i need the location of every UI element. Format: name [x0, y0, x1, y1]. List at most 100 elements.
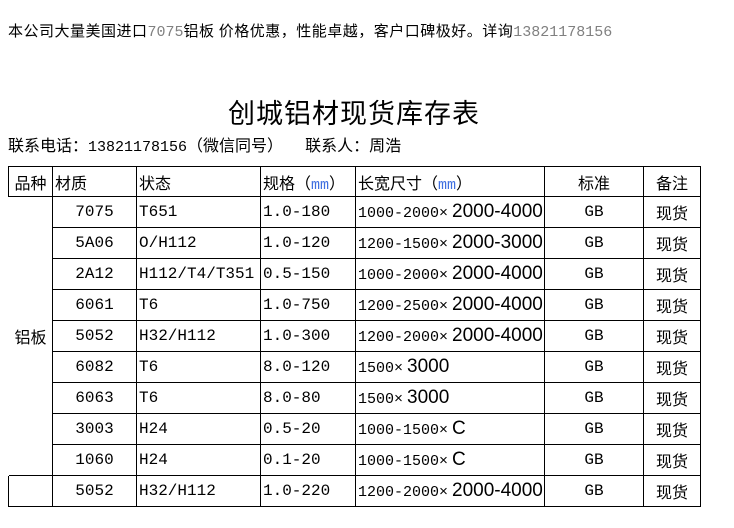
cell-standard: GB — [544, 413, 644, 445]
cell-standard: GB — [544, 382, 644, 414]
ad-phone-number: 13821178156 — [513, 24, 613, 41]
cell-spec: 0.1-20 — [260, 444, 356, 476]
cell-size-range: 1000-1500× — [358, 422, 449, 439]
header-row: 品种 材质 状态 规格（mm） 长宽尺寸（mm） 标准 备注 — [8, 166, 701, 197]
header-size-close: ） — [456, 175, 473, 193]
cell-size-length: 2000-4000 — [452, 325, 543, 346]
cell-temper: T6 — [136, 382, 261, 414]
header-size-unit: mm — [438, 176, 457, 194]
table-row: 6061 T6 1.0-750 1200-2500× 2000-4000 GB 现… — [9, 289, 701, 321]
cell-size-range: 1000-2000× — [358, 205, 449, 222]
category-cell-empty — [8, 475, 53, 507]
cell-material: 5A06 — [52, 227, 137, 259]
contact-phone-label: 联系电话： — [8, 138, 89, 155]
cell-spec: 1.0-300 — [260, 320, 356, 352]
cell-size: 1500× 3000 — [355, 351, 545, 383]
category-cell: 铝板 — [8, 196, 53, 476]
cell-standard: GB — [544, 320, 644, 352]
cell-material: 5052 — [52, 320, 137, 352]
cell-size-length: 3000 — [407, 356, 450, 377]
cell-material: 7075 — [52, 196, 137, 228]
cell-material: 5052 — [52, 475, 137, 507]
header-temper: 状态 — [136, 166, 261, 197]
contact-name: 周浩 — [369, 138, 402, 155]
cell-material: 6061 — [52, 289, 137, 321]
cell-temper: H24 — [136, 413, 261, 445]
cell-standard: GB — [544, 227, 644, 259]
cell-size: 1200-2000× 2000-4000 — [355, 320, 545, 352]
cell-size-length: 2000-4000 — [452, 201, 543, 222]
cell-remark: 现货 — [643, 382, 701, 414]
table-row: 5A06 O/H112 1.0-120 1200-1500× 2000-3000 … — [9, 227, 701, 259]
header-standard: 标准 — [544, 166, 644, 197]
ad-text-1: 本公司大量美国进口 — [8, 24, 148, 40]
cell-remark: 现货 — [643, 258, 701, 290]
cell-spec: 0.5-150 — [260, 258, 356, 290]
contact-wechat-note: （微信同号） — [187, 138, 284, 155]
table-row: 5052 H32/H112 1.0-220 1200-2000× 2000-400… — [8, 475, 701, 507]
cell-material: 6063 — [52, 382, 137, 414]
cell-spec: 1.0-120 — [260, 227, 356, 259]
contact-phone-number: 13821178156 — [88, 139, 188, 156]
header-size-label: 长宽尺寸（ — [358, 175, 439, 193]
cell-material: 6082 — [52, 351, 137, 383]
cell-size: 1200-2500× 2000-4000 — [355, 289, 545, 321]
cell-spec: 8.0-120 — [260, 351, 356, 383]
table-row: 5052 H32/H112 1.0-300 1200-2000× 2000-400… — [9, 320, 701, 352]
cell-size: 1000-2000× 2000-4000 — [355, 196, 545, 228]
page-title: 创城铝材现货库存表 — [228, 99, 480, 129]
cell-size: 1200-2000× 2000-4000 — [355, 475, 545, 507]
header-spec-label: 规格（ — [263, 175, 312, 193]
table-row: 3003 H24 0.5-20 1000-1500× C GB 现货 — [9, 413, 701, 445]
cell-size-length: 2000-4000 — [452, 294, 543, 315]
cell-remark: 现货 — [643, 289, 701, 321]
cell-size-range: 1500× — [358, 391, 404, 408]
header-category: 品种 — [8, 166, 53, 197]
cell-temper: T651 — [136, 196, 261, 228]
cell-temper: H24 — [136, 444, 261, 476]
cell-size-length: 3000 — [407, 387, 450, 408]
cell-standard: GB — [544, 475, 644, 507]
cell-size-range: 1200-2000× — [358, 329, 449, 346]
cell-size: 1000-1500× C — [355, 413, 545, 445]
header-spec-unit: mm — [311, 176, 330, 194]
table-row: 6063 T6 8.0-80 1500× 3000 GB 现货 — [9, 382, 701, 414]
cell-size-range: 1200-2500× — [358, 298, 449, 315]
cell-size-length: C — [452, 449, 466, 470]
cell-remark: 现货 — [643, 227, 701, 259]
cell-spec: 8.0-80 — [260, 382, 356, 414]
cell-size-range: 1000-1500× — [358, 453, 449, 470]
ad-alloy-number: 7075 — [147, 24, 184, 41]
cell-material: 3003 — [52, 413, 137, 445]
cell-size-length: 2000-4000 — [452, 480, 543, 501]
inventory-table: 品种 材质 状态 规格（mm） 长宽尺寸（mm） 标准 备注 铝板 7075 T… — [8, 166, 701, 507]
table-row: 铝板 7075 T651 1.0-180 1000-2000× 2000-4000… — [8, 196, 701, 476]
cell-temper: O/H112 — [136, 227, 261, 259]
header-size: 长宽尺寸（mm） — [355, 166, 545, 197]
cell-material: 1060 — [52, 444, 137, 476]
ad-banner: 本公司大量美国进口7075铝板 价格优惠，性能卓越，客户口碑极好。详询13821… — [8, 23, 612, 42]
header-remark: 备注 — [643, 166, 701, 197]
cell-temper: T6 — [136, 289, 261, 321]
cell-temper: T6 — [136, 351, 261, 383]
cell-standard: GB — [544, 289, 644, 321]
cell-spec: 1.0-220 — [260, 475, 356, 507]
cell-size-range: 1000-2000× — [358, 267, 449, 284]
cell-temper: H32/H112 — [136, 475, 261, 507]
cell-size: 1500× 3000 — [355, 382, 545, 414]
cell-size-range: 1200-2000× — [358, 484, 449, 501]
cell-spec: 0.5-20 — [260, 413, 356, 445]
cell-standard: GB — [544, 196, 644, 228]
cell-size: 1000-2000× 2000-4000 — [355, 258, 545, 290]
cell-remark: 现货 — [643, 444, 701, 476]
cell-size-length: 2000-3000 — [452, 232, 543, 253]
cell-spec: 1.0-180 — [260, 196, 356, 228]
cell-size-length: 2000-4000 — [452, 263, 543, 284]
cell-standard: GB — [544, 351, 644, 383]
cell-size-range: 1200-1500× — [358, 236, 449, 253]
cell-remark: 现货 — [643, 320, 701, 352]
ad-text-2: 铝板 价格优惠，性能卓越，客户口碑极好。详询 — [183, 24, 514, 40]
cell-size-range: 1500× — [358, 360, 404, 377]
table-row: 6082 T6 8.0-120 1500× 3000 GB 现货 — [9, 351, 701, 383]
cell-temper: H32/H112 — [136, 320, 261, 352]
